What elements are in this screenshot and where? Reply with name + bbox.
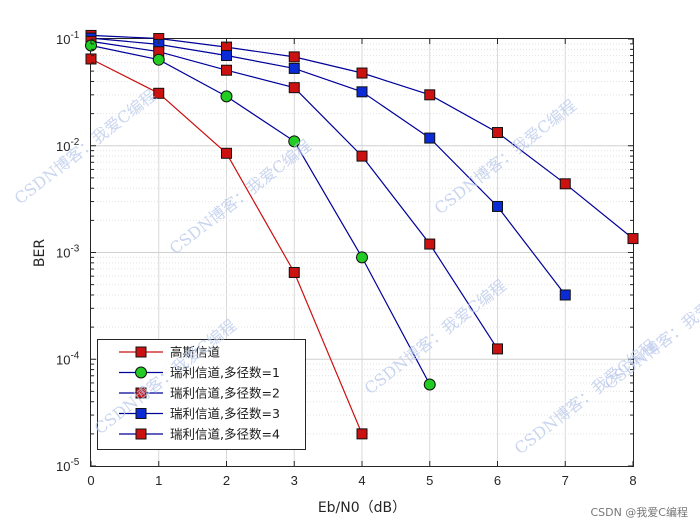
legend-item: 瑞利信道,多径数=4 [119,427,280,442]
data-point [220,90,233,103]
data-point [288,135,301,148]
data-point [492,343,503,355]
legend-label: 高斯信道 [170,345,221,360]
watermark-text: CSDN博客：我爱C编程 [601,271,700,393]
data-point [356,67,368,79]
legend-item: 瑞利信道,多径数=3 [119,406,280,421]
data-point [627,233,639,245]
watermark-text: CSDN博客：我爱C编程 [361,276,510,398]
y-tick-label: 10-2 [56,137,80,154]
data-point [424,132,436,144]
legend-marker [135,346,147,358]
legend-label: 瑞利信道,多径数=3 [170,406,280,421]
x-tick-label: 5 [426,473,433,488]
watermark-text: CSDN博客：我爱C编程 [166,136,315,258]
plot-area [90,38,634,467]
data-point [356,86,368,98]
x-axis-label: Eb/N0（dB） [318,500,406,516]
data-point [221,50,232,62]
x-tick-label: 1 [155,473,162,488]
x-tick-label: 4 [358,473,365,488]
series-group [85,29,639,440]
data-point [288,51,300,63]
data-point [559,289,571,301]
data-point [221,147,232,159]
legend-box [97,339,306,450]
data-point [288,82,300,94]
data-point [356,251,368,264]
legend-label: 瑞利信道,多径数=1 [170,365,280,380]
data-point [153,87,165,99]
x-tick-label: 6 [494,473,501,488]
data-point [356,150,368,162]
data-point [288,266,300,278]
legend-label: 瑞利信道,多径数=4 [170,427,280,442]
data-point [85,53,97,65]
legend-item: 瑞利信道,多径数=1 [119,365,280,380]
data-point [492,127,503,139]
data-point [356,428,368,440]
legend-marker [135,366,147,379]
data-point [559,178,571,190]
data-point [423,378,436,391]
watermark-text: CSDN博客：我爱C编程 [431,96,580,218]
data-point [492,200,503,212]
legend-item: 高斯信道 [119,345,221,360]
x-tick-label: 7 [562,473,569,488]
y-axis-label: BER [32,239,48,267]
y-tick-label: 10-4 [56,350,80,367]
x-tick-label: 3 [291,473,298,488]
data-point [152,53,165,66]
data-point [424,238,436,250]
legend-label: 瑞利信道,多径数=2 [170,386,280,401]
data-point [221,64,232,76]
legend-marker [135,387,147,399]
series-4 [85,53,368,440]
legend-item: 瑞利信道,多径数=2 [119,386,280,401]
y-tick-label: 10-3 [56,244,80,261]
watermark-text: CSDN博客：我爱C编程 [11,86,160,208]
x-tick-label: 8 [629,473,636,488]
x-tick-label: 0 [87,473,94,488]
data-point [288,62,300,74]
legend-marker [135,428,147,440]
series-0 [85,29,639,245]
axis-ticks: 0 1 2 3 4 5 6 7 8 10-5 10-4 10-3 10-2 10-1 [56,30,637,488]
legend-marker [135,408,147,419]
data-point [424,89,436,101]
series-line [90,44,431,385]
x-tick-label: 2 [223,473,230,488]
credit-text: CSDN @我爱C编程 [590,505,688,519]
y-tick-label: 10-5 [56,457,80,474]
series-3 [85,39,436,391]
y-tick-label: 10-1 [56,30,80,47]
series-line [90,37,566,296]
